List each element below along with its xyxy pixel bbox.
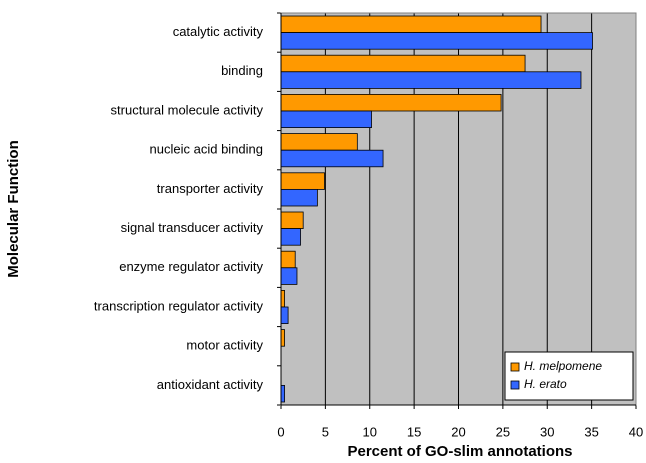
legend-box	[504, 351, 634, 401]
y-tick-label: motor activity	[186, 338, 263, 353]
y-tick-label: catalytic activity	[173, 24, 264, 39]
bar	[280, 250, 296, 269]
bar	[280, 71, 582, 89]
legend-swatch	[510, 380, 520, 390]
bar	[280, 267, 298, 285]
bar	[280, 211, 304, 230]
y-tick-label: transporter activity	[157, 181, 264, 196]
y-tick-label: antioxidant activity	[157, 377, 264, 392]
y-tick-label: signal transducer activity	[121, 220, 264, 235]
legend-swatch	[510, 362, 520, 372]
x-tick-label: 35	[584, 424, 598, 439]
x-tick-label: 20	[451, 424, 465, 439]
bar	[280, 289, 285, 308]
y-tick-label: transcription regulator activity	[94, 298, 264, 313]
bar	[280, 306, 289, 325]
bar	[280, 188, 318, 207]
bar	[280, 329, 285, 347]
x-tick-label: 15	[407, 424, 421, 439]
bar	[280, 110, 372, 129]
x-tick-label: 5	[322, 424, 329, 439]
bar	[280, 54, 526, 73]
bar	[280, 149, 384, 168]
x-axis-label: Percent of GO-slim annotations	[347, 443, 572, 460]
bar	[280, 15, 542, 34]
bar	[280, 94, 502, 112]
bar	[280, 384, 285, 403]
x-tick-label: 40	[629, 424, 643, 439]
bar	[280, 228, 301, 246]
y-axis-label: Molecular Function	[5, 140, 22, 278]
y-tick-label: nucleic acid binding	[150, 142, 263, 157]
x-tick-label: 30	[540, 424, 554, 439]
x-tick-label: 0	[277, 424, 284, 439]
bar	[280, 133, 358, 151]
bar	[280, 32, 593, 50]
x-tick-label: 25	[496, 424, 510, 439]
x-tick-label: 10	[363, 424, 377, 439]
y-tick-label: binding	[221, 63, 263, 78]
y-tick-label: structural molecule activity	[111, 102, 264, 117]
legend-label: H. erato	[524, 377, 567, 391]
legend-label: H. melpomene	[524, 359, 602, 373]
y-tick-label: enzyme regulator activity	[119, 259, 263, 274]
bar	[280, 172, 325, 190]
